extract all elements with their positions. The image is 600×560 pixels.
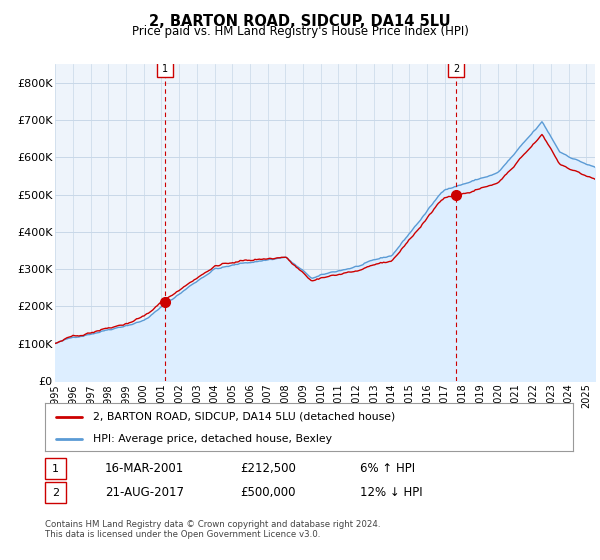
Text: £500,000: £500,000 [240, 486, 296, 500]
Text: £212,500: £212,500 [240, 462, 296, 475]
Text: 2: 2 [52, 488, 59, 498]
Text: Contains HM Land Registry data © Crown copyright and database right 2024.
This d: Contains HM Land Registry data © Crown c… [45, 520, 380, 539]
Text: 21-AUG-2017: 21-AUG-2017 [105, 486, 184, 500]
Text: 1: 1 [162, 64, 168, 74]
Text: 16-MAR-2001: 16-MAR-2001 [105, 462, 184, 475]
Text: 2, BARTON ROAD, SIDCUP, DA14 5LU (detached house): 2, BARTON ROAD, SIDCUP, DA14 5LU (detach… [92, 412, 395, 422]
Text: 12% ↓ HPI: 12% ↓ HPI [360, 486, 422, 500]
Text: Price paid vs. HM Land Registry's House Price Index (HPI): Price paid vs. HM Land Registry's House … [131, 25, 469, 38]
Text: 6% ↑ HPI: 6% ↑ HPI [360, 462, 415, 475]
Text: HPI: Average price, detached house, Bexley: HPI: Average price, detached house, Bexl… [92, 434, 332, 444]
Text: 1: 1 [52, 464, 59, 474]
Text: 2: 2 [453, 64, 459, 74]
Text: 2, BARTON ROAD, SIDCUP, DA14 5LU: 2, BARTON ROAD, SIDCUP, DA14 5LU [149, 14, 451, 29]
